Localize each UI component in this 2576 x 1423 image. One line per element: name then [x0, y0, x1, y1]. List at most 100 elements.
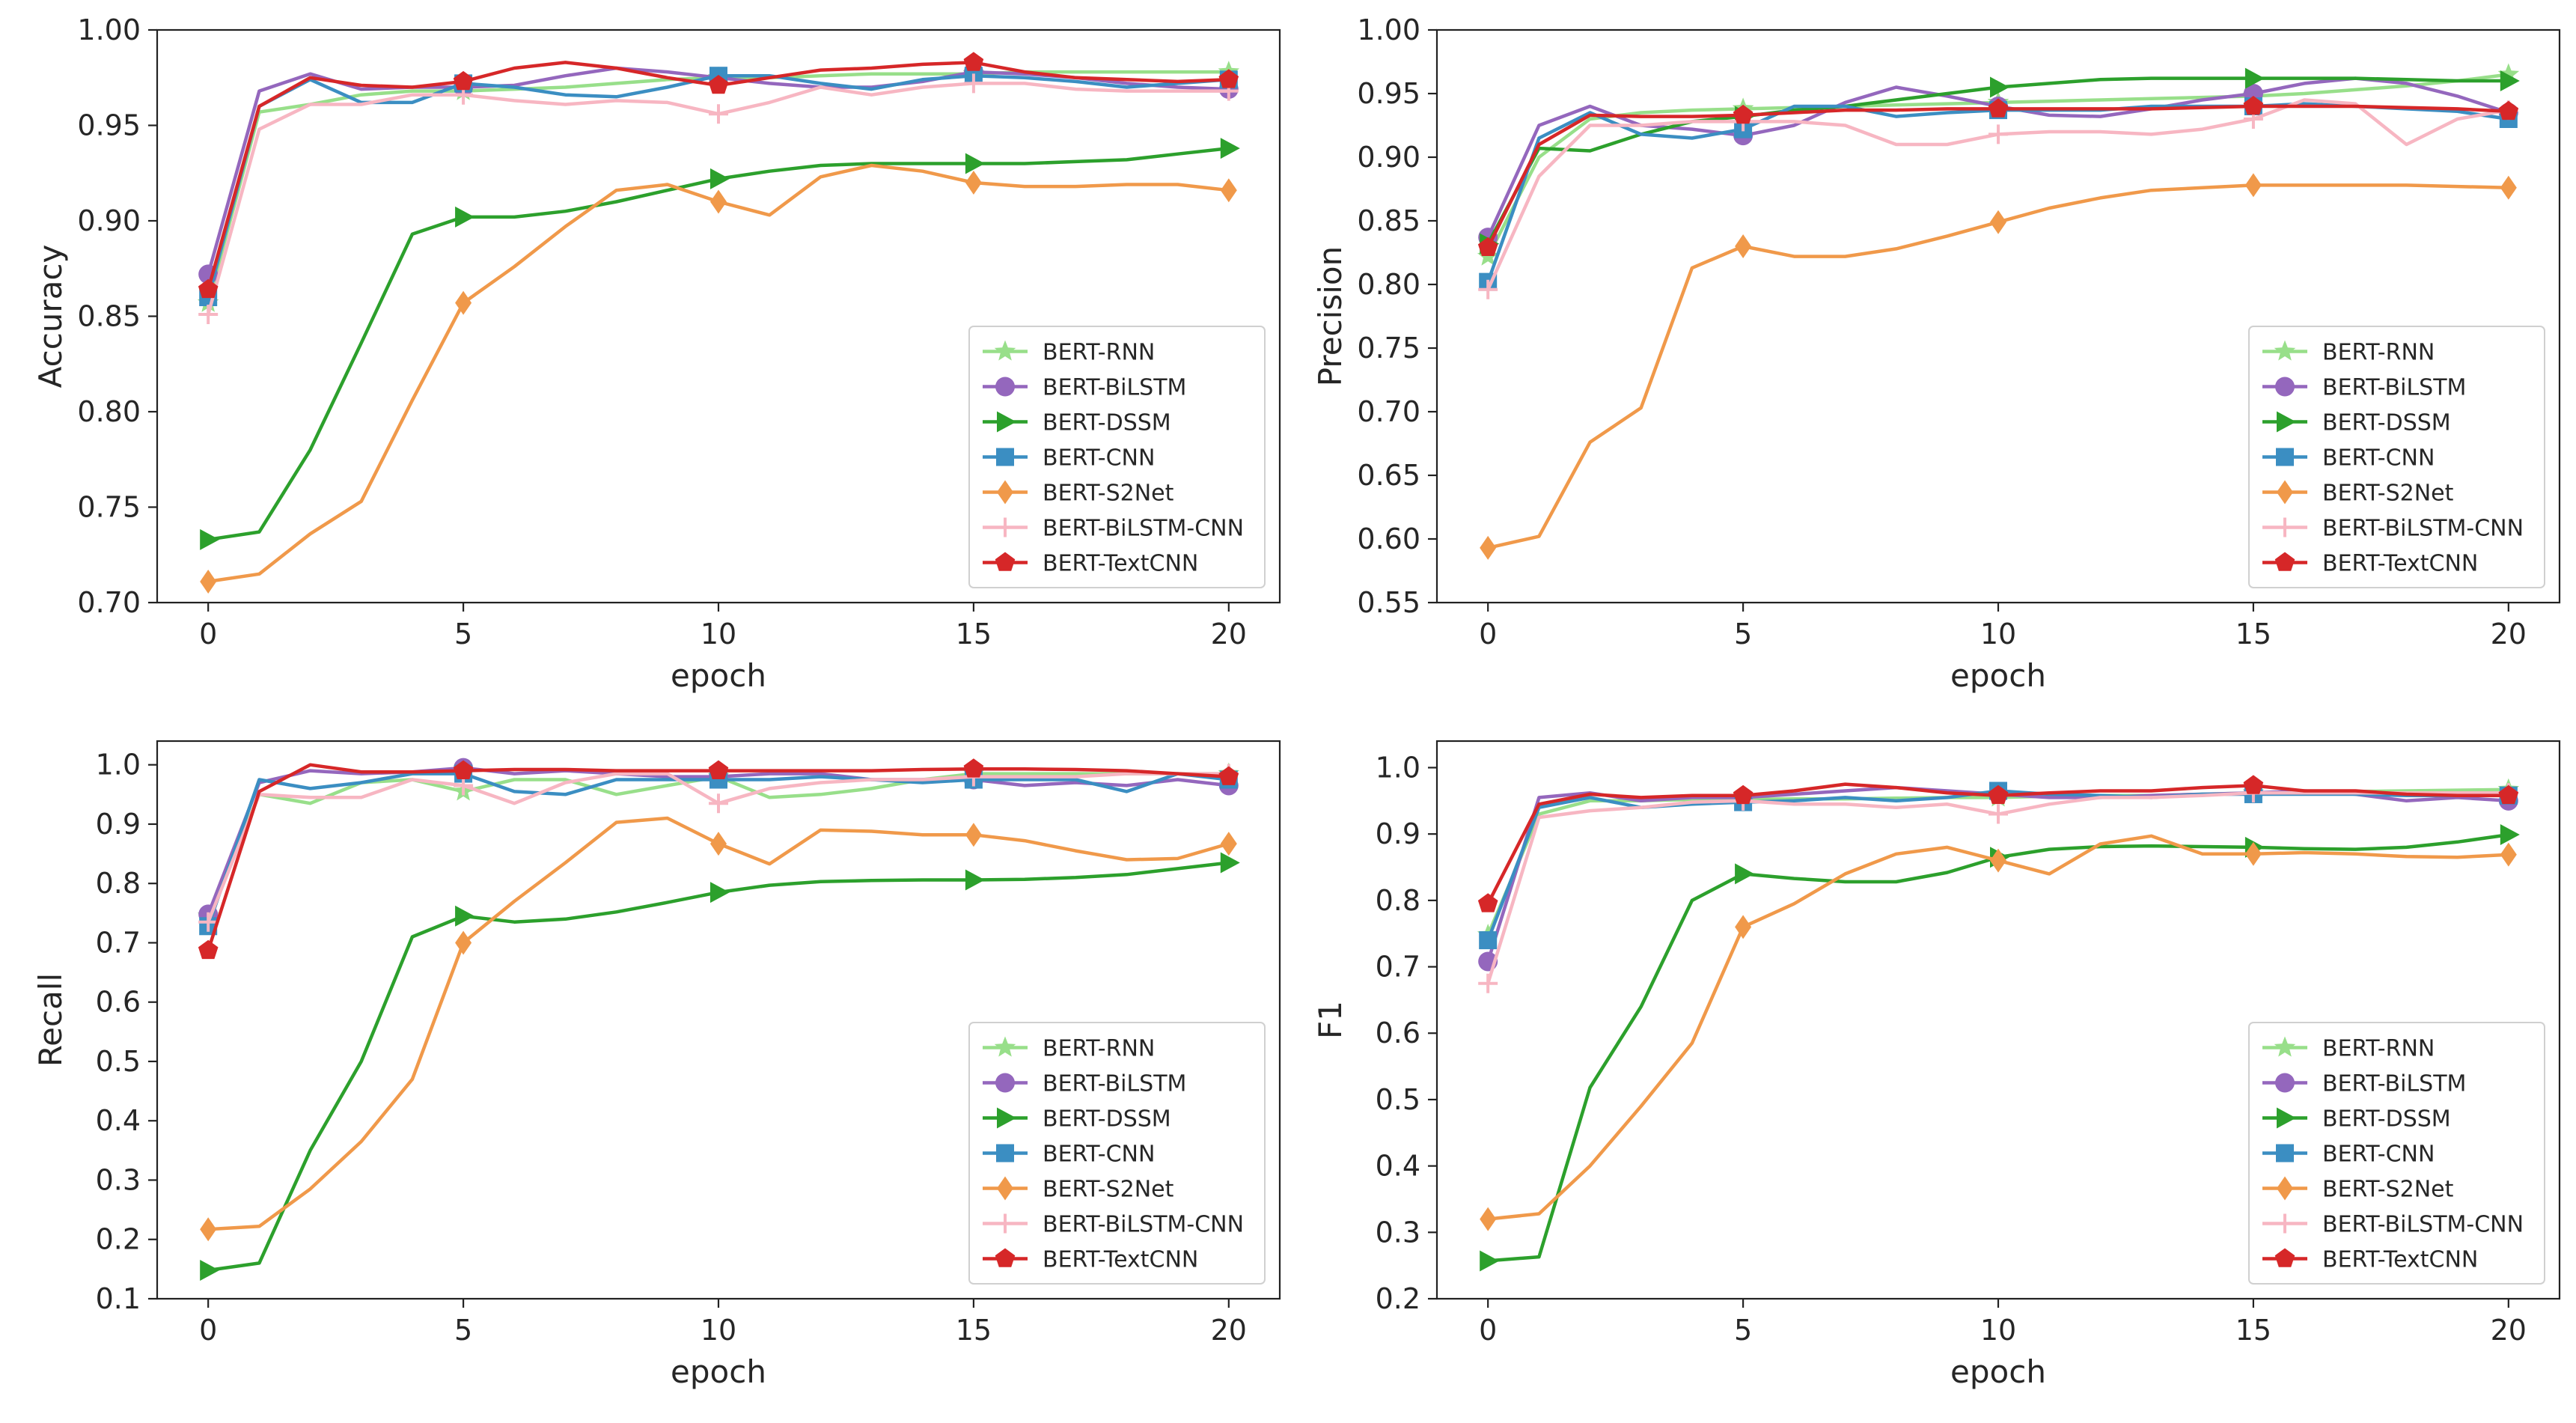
y-tick-label: 0.2 [1376, 1282, 1420, 1315]
data-point [2244, 67, 2265, 89]
y-tick-label: 0.90 [1357, 141, 1420, 174]
y-tick-label: 0.65 [1357, 459, 1420, 492]
series-line [206, 763, 1231, 953]
legend-marker [2275, 1073, 2295, 1093]
series-bert-rnn [1477, 63, 2520, 266]
legend-label: BERT-DSSM [2322, 1106, 2451, 1133]
y-axis-label: Recall [32, 973, 69, 1067]
legend-label: BERT-RNN [1043, 1036, 1155, 1062]
legend-marker [2275, 517, 2295, 537]
y-tick-label: 0.75 [77, 491, 141, 524]
chart-panel-accuracy: 0 5 10 15 20 0.70 0.75 0.80 0.85 0.90 0.95 1.00 epoc… [32, 13, 1281, 694]
data-point [1220, 832, 1237, 856]
y-tick-label: 0.8 [1376, 884, 1420, 917]
legend-marker [994, 1036, 1016, 1057]
legend-label: BERT-DSSM [2322, 410, 2451, 436]
y-tick-label: 0.9 [1376, 817, 1420, 850]
legend-entry: BERT-CNN [2262, 445, 2435, 472]
data-point [1989, 804, 2008, 824]
x-tick-label: 20 [2491, 618, 2527, 650]
data-point [2500, 175, 2517, 200]
x-tick-label: 20 [1211, 618, 1247, 650]
data-point [965, 153, 985, 174]
y-tick-label: 0.55 [1357, 586, 1420, 619]
data-point [453, 760, 474, 779]
y-tick-label: 0.1 [96, 1282, 141, 1315]
legend-label: BERT-DSSM [1043, 1106, 1171, 1133]
x-tick-label: 5 [454, 1314, 472, 1347]
legend-label: BERT-TextCNN [2322, 551, 2478, 577]
data-point [1733, 784, 1754, 805]
legend-entry: BERT-CNN [983, 445, 1155, 472]
y-tick-label: 0.85 [77, 300, 141, 333]
legend-marker [2277, 1176, 2293, 1201]
legend-entry: BERT-TextCNN [983, 551, 1198, 577]
legend-label: BERT-TextCNN [2322, 1247, 2478, 1273]
legend-marker [997, 1107, 1016, 1129]
legend-entry: BERT-BiLSTM-CNN [2262, 1212, 2524, 1238]
data-point [455, 930, 472, 955]
x-tick-label: 20 [2491, 1314, 2527, 1347]
series-bert-textcnn [198, 52, 1239, 299]
x-tick-label: 5 [454, 618, 472, 650]
chart-panel-f1: 0 5 10 15 20 0.2 0.3 0.4 0.5 0.6 0.7 0.8 0.9 1.0 epoch… [1312, 740, 2561, 1390]
data-point [1735, 915, 1752, 939]
legend-marker [2274, 340, 2296, 361]
legend-entry: BERT-BiLSTM-CNN [983, 1212, 1244, 1238]
x-tick-label: 15 [956, 1314, 992, 1347]
data-point [2244, 841, 2262, 866]
series-bert-bilstm-cnn [198, 764, 1239, 932]
legend-entry: BERT-DSSM [983, 410, 1171, 436]
legend-label: BERT-TextCNN [1043, 1247, 1198, 1273]
series-bert-s2net [1480, 834, 2517, 1231]
x-axis-label: epoch [1950, 657, 2046, 694]
x-tick-label: 0 [199, 618, 217, 650]
data-point [2244, 173, 2262, 198]
data-point [1220, 178, 1237, 203]
x-tick-label: 15 [956, 618, 992, 650]
legend-label: BERT-CNN [1043, 445, 1155, 472]
chart-panel-precision: 0 5 10 15 20 0.55 0.60 0.65 0.70 0.75 0.80 0.85 0.90… [1312, 13, 2561, 694]
legend-box [2248, 326, 2545, 588]
y-tick-label: 0.5 [96, 1045, 141, 1078]
legend-marker [2277, 1107, 2296, 1129]
data-point [198, 912, 219, 932]
y-tick-label: 0.75 [1357, 332, 1420, 365]
legend-marker [997, 480, 1013, 505]
series-bert-bilstm-cnn [1478, 98, 2518, 299]
legend-marker [994, 340, 1016, 361]
series-bert-s2net [200, 163, 1237, 594]
data-point [2243, 775, 2264, 794]
legend-entry: BERT-DSSM [2262, 410, 2451, 436]
x-tick-label: 5 [1734, 618, 1752, 650]
y-tick-label: 0.80 [1357, 268, 1420, 301]
y-tick-label: 0.95 [77, 109, 141, 142]
legend: BERT-RNN BERT-BiLSTM BERT-DSSM BERT-CNN BERT… [2248, 326, 2545, 588]
x-axis-label: epoch [671, 657, 766, 694]
x-tick-label: 0 [199, 1314, 217, 1347]
x-tick-label: 10 [701, 1314, 736, 1347]
data-point [455, 290, 472, 315]
data-point [1218, 69, 1239, 88]
data-point [708, 760, 729, 779]
data-point [200, 1259, 220, 1281]
y-tick-label: 0.90 [77, 204, 141, 237]
legend-label: BERT-CNN [2322, 1142, 2435, 1168]
legend-entry: BERT-RNN [2262, 1036, 2435, 1062]
legend-entry: BERT-RNN [983, 340, 1155, 366]
legend-label: BERT-CNN [1043, 1142, 1155, 1168]
data-point [2500, 842, 2517, 867]
y-tick-label: 0.5 [1376, 1083, 1420, 1116]
y-tick-label: 0.9 [96, 808, 141, 841]
data-point [2498, 100, 2519, 121]
y-tick-label: 0.7 [1376, 951, 1420, 984]
legend-label: BERT-RNN [2322, 1036, 2435, 1062]
legend-label: BERT-BiLSTM-CNN [2322, 1212, 2524, 1238]
data-point [1990, 848, 2006, 873]
legend-label: BERT-CNN [2322, 445, 2435, 472]
legend-entry: BERT-BiLSTM-CNN [2262, 516, 2524, 542]
data-point [1478, 973, 1498, 993]
data-point [200, 569, 217, 594]
data-point [709, 104, 728, 124]
